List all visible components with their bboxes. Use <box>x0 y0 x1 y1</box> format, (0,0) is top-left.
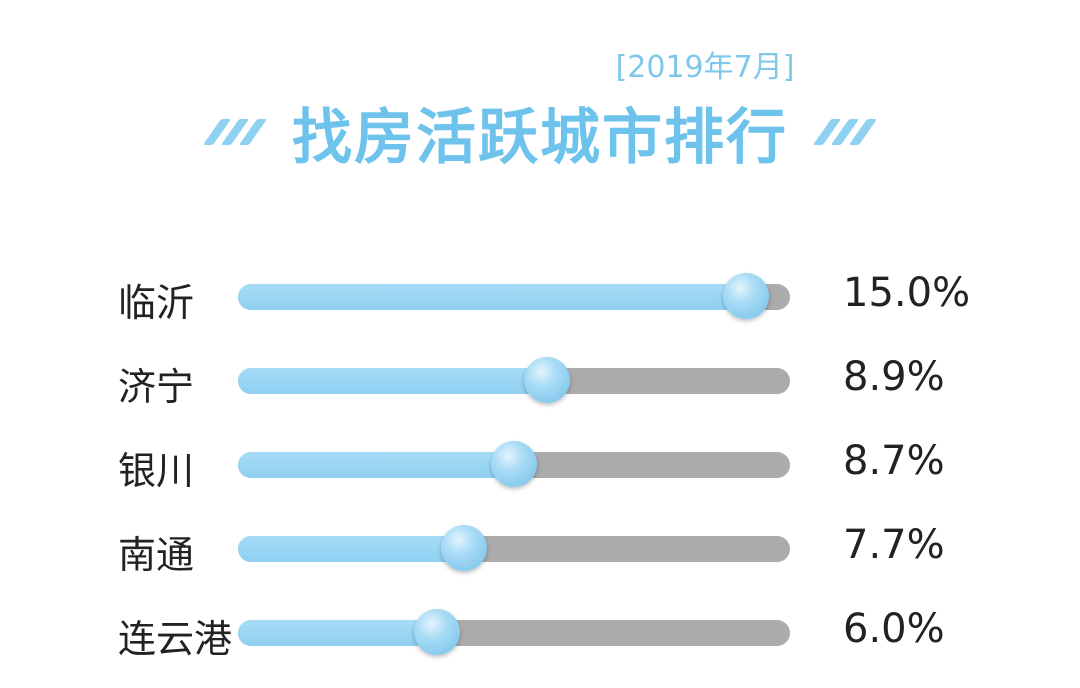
value-label: 15.0% <box>843 270 970 316</box>
category-label: 济宁 <box>118 356 194 411</box>
category-label: 连云港 <box>118 608 232 663</box>
bar <box>238 368 547 394</box>
bar <box>238 284 746 310</box>
category-label: 银川 <box>118 440 194 495</box>
category-label: 南通 <box>118 524 194 579</box>
bar-knob-icon <box>441 525 487 571</box>
value-label: 7.7% <box>843 522 945 568</box>
bar-knob-icon <box>491 441 537 487</box>
value-label: 6.0% <box>843 606 945 652</box>
category-label: 临沂 <box>118 272 194 327</box>
bar <box>238 452 514 478</box>
chart-row: 连云港 6.0% <box>0 602 1080 662</box>
bar <box>238 620 437 646</box>
bar-track <box>238 536 790 562</box>
chart-row: 南通 7.7% <box>0 518 1080 578</box>
bar-knob-icon <box>524 357 570 403</box>
chart-row: 临沂 15.0% <box>0 266 1080 326</box>
chart-row: 济宁 8.9% <box>0 350 1080 410</box>
bar-track <box>238 452 790 478</box>
bar-track <box>238 368 790 394</box>
bar-track <box>238 284 790 310</box>
value-label: 8.9% <box>843 354 945 400</box>
bar-knob-icon <box>414 609 460 655</box>
value-label: 8.7% <box>843 438 945 484</box>
bar <box>238 536 464 562</box>
bar-knob-icon <box>723 273 769 319</box>
bar-track <box>238 620 790 646</box>
chart-row: 银川 8.7% <box>0 434 1080 494</box>
